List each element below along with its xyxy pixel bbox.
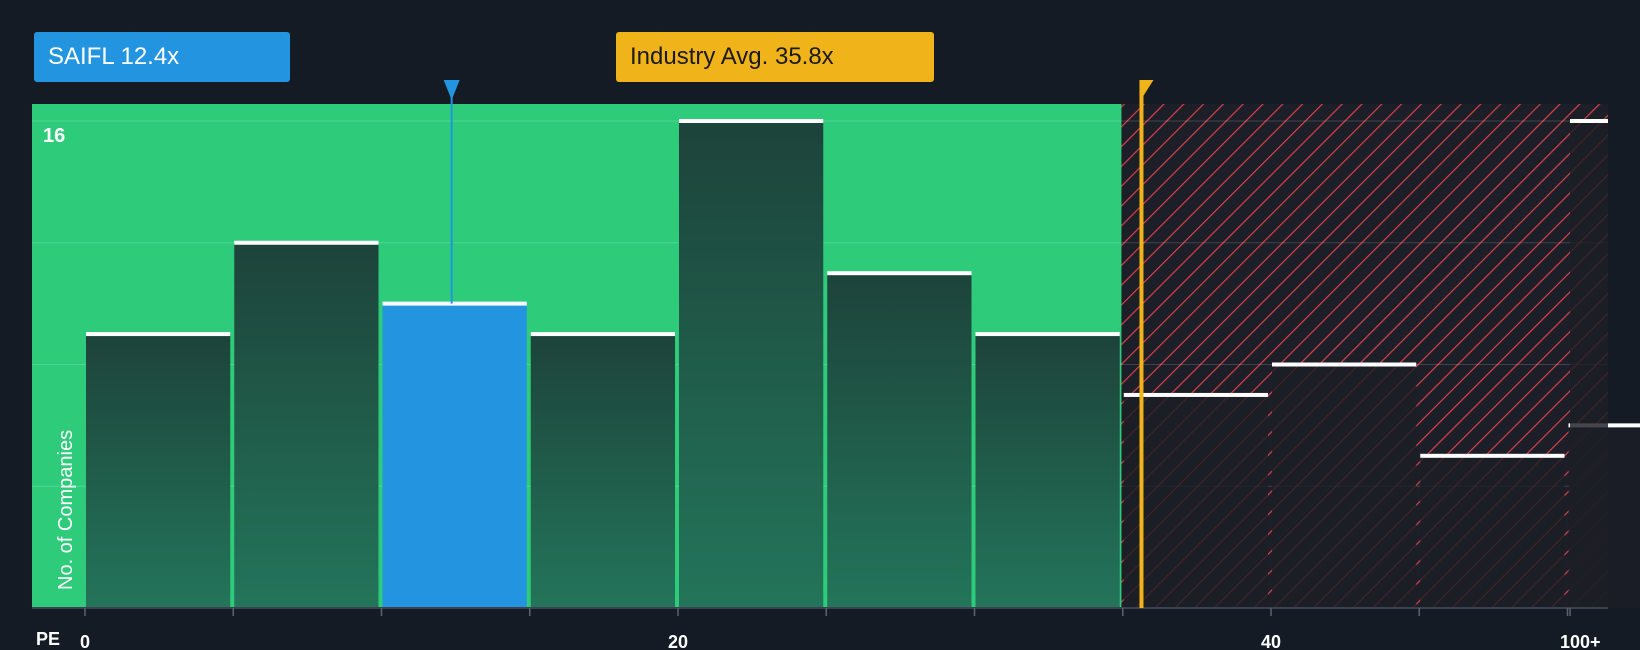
histogram-bar (530, 334, 675, 608)
bar-top-cap (530, 332, 675, 337)
bar-top-cap (679, 119, 824, 123)
x-tick-label: 20 (668, 632, 688, 650)
y-axis-title: No. of Companies (55, 429, 77, 590)
histogram-bar (1272, 364, 1417, 608)
bar-top-cap (827, 271, 972, 276)
bar-top-cap (86, 332, 231, 337)
histogram-bar (975, 334, 1120, 608)
bar-top-cap (1123, 392, 1268, 397)
industry-marker-line (1139, 82, 1144, 608)
x-tick-label: 100+ (1560, 632, 1601, 650)
bar-top-cap (382, 301, 527, 306)
bar-top-cap (1272, 362, 1417, 367)
x-tick-label: 40 (1261, 632, 1281, 650)
bar-top-cap (234, 240, 379, 245)
y-axis-max-label: 16 (43, 125, 66, 147)
x-axis-title: PE (36, 629, 61, 649)
industry-callout-pointer (1139, 80, 1154, 102)
company-callout-pointer (443, 80, 460, 100)
company-pe-callout: SAIFL 12.4x (34, 32, 290, 82)
histogram-bar (1123, 394, 1268, 608)
bar-top-cap (975, 332, 1120, 337)
histogram-bar (679, 121, 824, 608)
histogram-bar (827, 273, 972, 608)
company-bar (382, 303, 527, 608)
industry-avg-callout: Industry Avg. 35.8x (616, 32, 934, 82)
histogram-bar (1420, 455, 1565, 608)
bar-top-cap (1570, 119, 1608, 123)
histogram-bar (86, 334, 231, 608)
histogram-bar (234, 242, 379, 608)
histogram-bar (1570, 121, 1608, 608)
x-tick-label: 0 (80, 632, 90, 650)
bar-top-cap (1420, 453, 1565, 458)
